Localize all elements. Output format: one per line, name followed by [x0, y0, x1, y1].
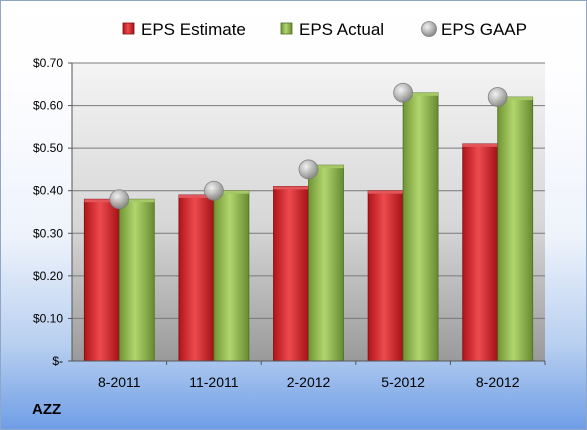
legend-gaap-swatch: [421, 21, 437, 37]
eps-gaap-marker: [109, 189, 130, 210]
eps-estimate-bar: [367, 190, 404, 362]
eps-gaap-marker: [203, 180, 224, 201]
legend-actual-label: EPS Actual: [299, 20, 384, 39]
y-tick-label: $0.70: [33, 56, 63, 70]
eps-estimate-bar-top: [178, 194, 214, 198]
eps-estimate-bar: [178, 194, 215, 362]
eps-actual-bar: [213, 190, 250, 362]
legend: EPS Estimate EPS Actual EPS GAAP: [122, 20, 527, 39]
eps-actual-bar-top: [497, 97, 533, 101]
y-tick-label: $0.40: [33, 184, 63, 198]
eps-actual-bar: [402, 92, 439, 362]
eps-estimate-bar-top: [462, 143, 498, 147]
y-tick-label: $0.60: [33, 99, 63, 113]
eps-actual-bar-top: [308, 165, 344, 169]
legend-actual-swatch: [280, 22, 293, 35]
x-category-label: 5-2012: [381, 374, 425, 390]
legend-gaap-label: EPS GAAP: [441, 20, 527, 39]
axes: $- $0.10 $0.20 $0.30 $0.40 $0.50 $0.60 $0.70 8-2…: [33, 56, 546, 390]
x-category-label: 11-2011: [189, 374, 239, 390]
eps-estimate-bar: [462, 143, 499, 362]
eps-estimate-bar: [83, 198, 120, 362]
ticker-label: AZZ: [32, 401, 62, 418]
y-tick-label: $0.30: [33, 226, 63, 240]
eps-actual-bar-top: [213, 190, 249, 194]
eps-estimate-bar: [273, 186, 309, 362]
legend-estimate-swatch: [122, 22, 135, 35]
eps-estimate-bar-top: [368, 190, 404, 194]
eps-gaap-marker: [298, 159, 319, 180]
eps-actual-bar: [497, 96, 534, 362]
legend-estimate-label: EPS Estimate: [141, 20, 246, 39]
y-tick-label: $0.50: [33, 141, 63, 155]
x-category-label: 2-2012: [287, 374, 331, 390]
x-category-label: 8-2012: [476, 374, 520, 390]
eps-actual-bar: [308, 164, 344, 362]
eps-estimate-bar-top: [84, 199, 120, 203]
eps-actual-bar: [118, 198, 155, 362]
bars: [83, 92, 534, 362]
eps-gaap-marker: [393, 82, 414, 103]
y-tick-label: $-: [52, 354, 63, 368]
eps-actual-bar-top: [119, 199, 155, 203]
eps-actual-bar-top: [403, 92, 439, 96]
eps-gaap-marker: [487, 87, 508, 107]
eps-estimate-bar-top: [273, 186, 309, 190]
y-tick-label: $0.20: [33, 269, 63, 283]
y-tick-label: $0.10: [33, 311, 63, 325]
x-category-label: 8-2011: [98, 374, 141, 390]
gaap-markers: [109, 82, 508, 210]
